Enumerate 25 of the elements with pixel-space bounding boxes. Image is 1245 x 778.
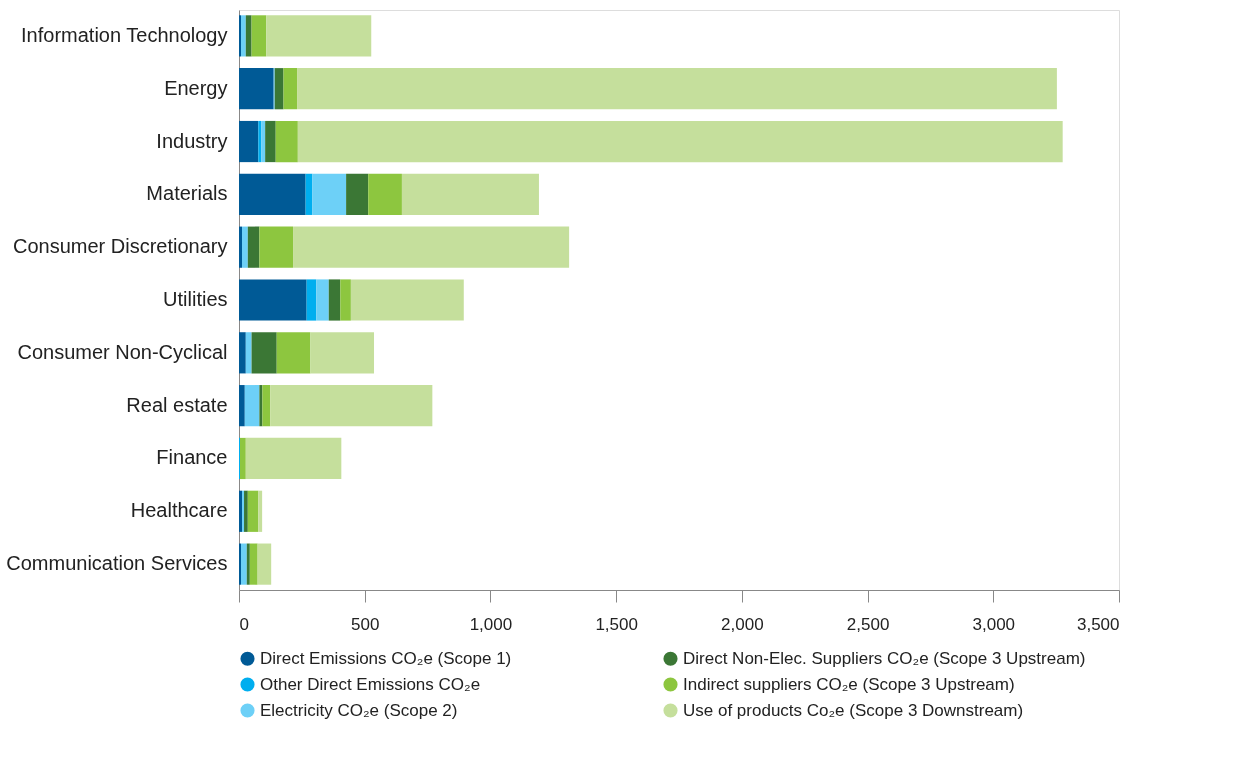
y-tick-label: Consumer Non-Cyclical (17, 340, 228, 363)
y-tick-label: Information Technology (21, 23, 228, 46)
legend-label: Indirect suppliers CO₂e (Scope 3 Upstream) (683, 674, 1015, 694)
x-tick-label: 500 (351, 614, 380, 634)
x-tick-label: 1,000 (469, 614, 513, 634)
x-tick-label: 2,500 (846, 614, 890, 634)
y-tick-label: Utilities (163, 288, 228, 310)
x-tick-label: 3,000 (972, 614, 1016, 634)
x-tick-label: 1,500 (595, 614, 638, 634)
legend-label: Electricity CO₂e (Scope 2) (260, 700, 458, 720)
legend-label: Other Direct Emissions CO₂e (260, 674, 481, 694)
y-tick-label: Healthcare (130, 499, 228, 522)
x-tick-label: 2,000 (721, 614, 764, 634)
y-tick-label: Energy (164, 76, 228, 99)
y-tick-label: Communication Services (6, 552, 228, 575)
legend-label: Use of products Co₂e (Scope 3 Downstream) (683, 700, 1024, 720)
y-tick-label: Materials (146, 182, 228, 205)
legend-label: Direct Non-Elec. Suppliers CO₂e (Scope 3 Upstream) (683, 648, 1086, 668)
x-tick-label: 0 (239, 614, 249, 634)
y-tick-label: Real estate (126, 393, 228, 416)
y-tick-label: Finance (156, 446, 228, 469)
y-tick-label: Consumer Discretionary (12, 235, 228, 258)
y-tick-label: Industry (156, 129, 228, 152)
x-tick-label: 3,500 (1076, 614, 1120, 634)
legend-label: Direct Emissions CO₂e (Scope 1) (260, 648, 512, 668)
